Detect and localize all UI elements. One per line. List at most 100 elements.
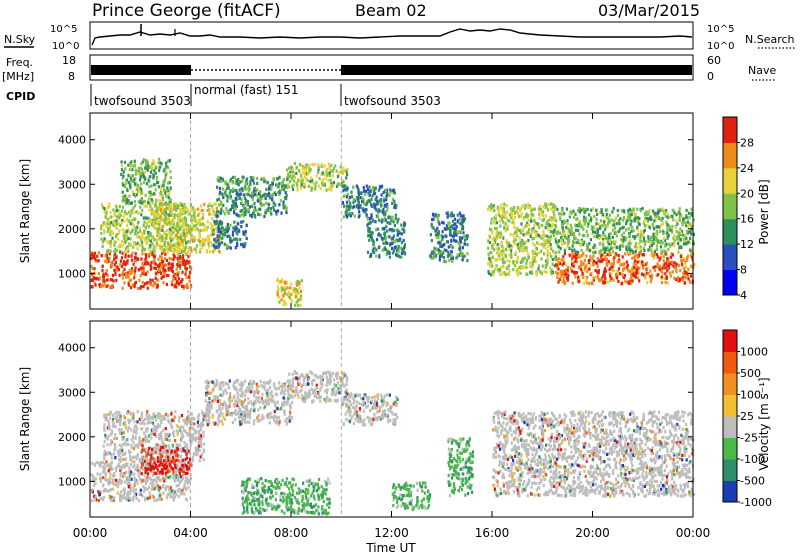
data-cell-1 bbox=[126, 230, 128, 233]
data-cell-11 bbox=[499, 215, 501, 218]
data-cell-1 bbox=[119, 224, 121, 227]
data-cell-13 bbox=[660, 245, 662, 248]
data-cell-4 bbox=[270, 207, 272, 210]
data-cell-6 bbox=[348, 198, 350, 201]
data-cell-12 bbox=[597, 257, 599, 260]
data-cell-3 bbox=[191, 221, 193, 224]
data-cell-13 bbox=[647, 212, 649, 215]
data-cell-10 bbox=[448, 245, 450, 248]
data-cell-11 bbox=[502, 209, 504, 212]
data-cell-13 bbox=[559, 232, 561, 235]
data-cell-5 bbox=[305, 177, 307, 180]
data-cell-0 bbox=[100, 480, 102, 483]
data-cell-6 bbox=[361, 191, 363, 194]
data-cell-4 bbox=[247, 193, 249, 196]
data-cell-11 bbox=[535, 253, 537, 256]
data-cell-3 bbox=[213, 202, 215, 205]
data-cell-13 bbox=[630, 249, 632, 252]
data-cell-13 bbox=[622, 245, 624, 248]
data-cell-3 bbox=[172, 221, 174, 224]
data-cell-12 bbox=[646, 262, 648, 265]
data-cell-3 bbox=[168, 248, 170, 251]
data-cell-0 bbox=[109, 257, 111, 260]
data-cell-1 bbox=[107, 227, 109, 230]
data-cell-3 bbox=[181, 224, 183, 227]
data-cell-10 bbox=[463, 235, 465, 238]
data-cell-11 bbox=[518, 215, 520, 218]
data-cell-1 bbox=[128, 219, 130, 222]
data-cell-13 bbox=[558, 250, 560, 253]
data-cell-0 bbox=[95, 277, 97, 280]
data-cell-0 bbox=[127, 477, 129, 480]
data-cell-11 bbox=[544, 270, 546, 273]
data-cell-13 bbox=[567, 245, 569, 248]
data-cell-0 bbox=[99, 473, 101, 476]
data-cell-0 bbox=[135, 266, 137, 269]
data-cell-12 bbox=[571, 254, 573, 257]
data-cell-1 bbox=[122, 206, 124, 209]
data-cell-3 bbox=[207, 209, 209, 212]
data-cell-5 bbox=[297, 185, 299, 188]
data-cell-13 bbox=[585, 217, 587, 220]
data-cell-4 bbox=[232, 176, 234, 179]
data-cell-10 bbox=[454, 218, 456, 221]
data-cell-3 bbox=[164, 221, 166, 224]
data-cell-0 bbox=[138, 499, 140, 502]
data-cell-6 bbox=[356, 205, 358, 208]
data-cell-12 bbox=[631, 279, 633, 282]
data-cell-0 bbox=[111, 461, 113, 464]
data-cell-2 bbox=[163, 189, 165, 192]
data-cell-1 bbox=[139, 227, 141, 230]
data-cell-7 bbox=[211, 230, 213, 233]
data-cell-0 bbox=[163, 269, 165, 272]
data-cell-6 bbox=[361, 197, 363, 200]
data-cell-5 bbox=[328, 163, 330, 166]
data-cell-11 bbox=[490, 221, 492, 224]
data-cell-10 bbox=[445, 235, 447, 238]
data-cell-11 bbox=[528, 223, 530, 226]
data-cell-6 bbox=[381, 193, 383, 196]
data-cell-12 bbox=[616, 276, 618, 279]
data-cell-13 bbox=[677, 212, 679, 215]
data-cell-12 bbox=[661, 273, 663, 276]
data-cell-12 bbox=[571, 260, 573, 263]
data-cell-4 bbox=[251, 214, 253, 217]
data-cell-12 bbox=[575, 257, 577, 260]
data-cell-11 bbox=[503, 203, 505, 206]
data-cell-2 bbox=[170, 187, 172, 190]
data-cell-13 bbox=[623, 231, 625, 234]
data-cell-6 bbox=[366, 185, 368, 188]
data-cell-12 bbox=[668, 263, 670, 266]
data-cell-1 bbox=[105, 216, 107, 219]
data-cell-0 bbox=[92, 279, 94, 282]
data-cell-11 bbox=[526, 259, 528, 262]
data-cell-5 bbox=[290, 175, 292, 178]
data-cell-0 bbox=[113, 472, 115, 475]
data-cell-11 bbox=[538, 223, 540, 226]
data-cell-0 bbox=[98, 259, 100, 262]
data-cell-13 bbox=[600, 208, 602, 211]
data-cell-13 bbox=[628, 233, 630, 236]
data-cell-3 bbox=[207, 220, 209, 223]
data-cell-0 bbox=[137, 482, 139, 485]
data-cell-11 bbox=[502, 260, 504, 263]
data-cell-13 bbox=[663, 249, 665, 252]
data-cell-0 bbox=[102, 476, 104, 479]
data-cell-9 bbox=[370, 232, 372, 235]
data-cell-13 bbox=[604, 237, 606, 240]
data-cell-11 bbox=[525, 224, 527, 227]
data-cell-5 bbox=[292, 168, 294, 171]
data-cell-13 bbox=[573, 232, 575, 235]
data-cell-9 bbox=[378, 246, 380, 249]
data-cell-0 bbox=[106, 257, 108, 260]
data-cell-2 bbox=[157, 199, 159, 202]
data-cell-13 bbox=[625, 247, 627, 250]
data-cell-11 bbox=[538, 210, 540, 213]
data-cell-13 bbox=[623, 216, 625, 219]
data-cell-0 bbox=[127, 254, 129, 257]
data-cell-13 bbox=[580, 244, 582, 247]
data-cell-6 bbox=[346, 195, 348, 198]
freq-unit-label: [MHz] bbox=[2, 70, 34, 83]
data-cell-7 bbox=[218, 245, 220, 248]
